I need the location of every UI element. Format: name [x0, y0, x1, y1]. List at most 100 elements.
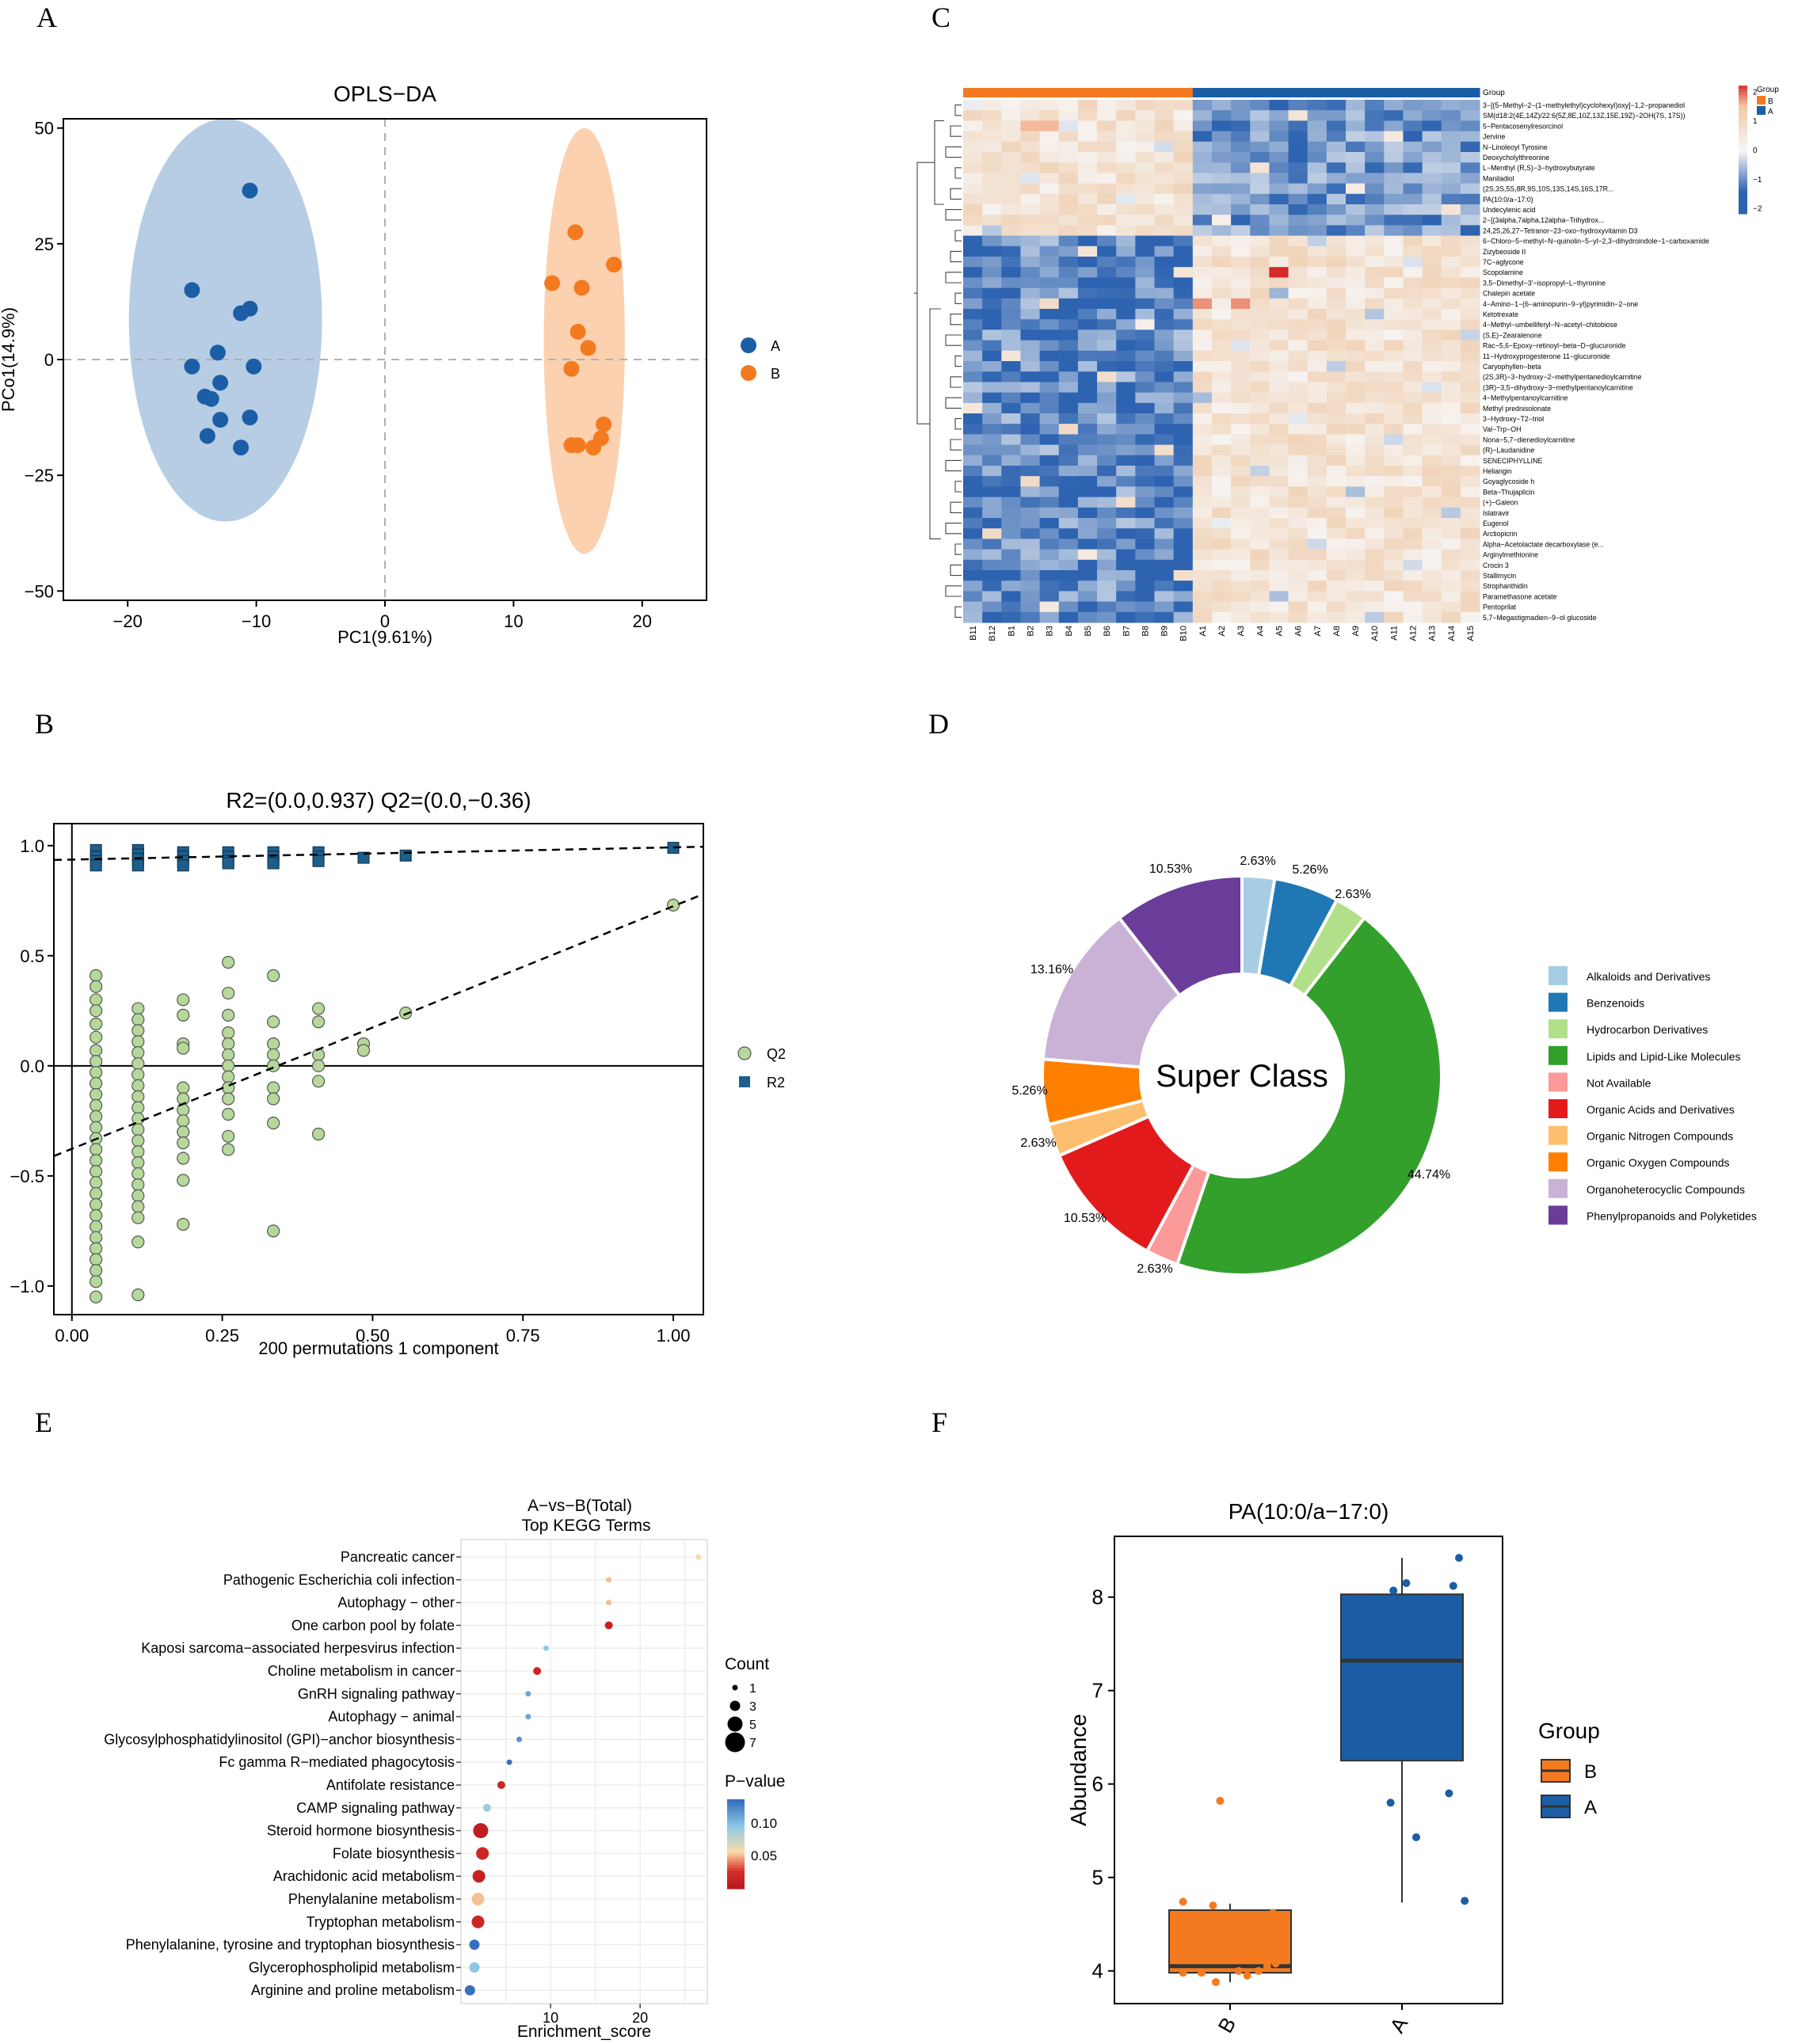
color-legend-segment — [727, 1850, 745, 1854]
heatmap-cell — [1039, 329, 1060, 341]
heatmap-cell — [1460, 193, 1480, 205]
heatmap-cell — [1039, 518, 1060, 529]
heatmap-column-label: A4 — [1255, 626, 1265, 636]
heatmap-cell — [1365, 120, 1385, 132]
color-scale-segment — [1739, 124, 1747, 128]
heatmap-cell — [1346, 246, 1366, 257]
heatmap-cell — [1231, 225, 1251, 237]
group-bar-cell — [1173, 88, 1194, 97]
heatmap-cell — [1441, 173, 1461, 185]
y-tick-label: 25 — [35, 234, 54, 254]
heatmap-cell — [1039, 382, 1060, 394]
heatmap-cell — [1365, 277, 1385, 289]
heatmap-cell — [1231, 204, 1251, 215]
heatmap-cell — [1460, 402, 1480, 414]
heatmap-cell — [1020, 131, 1041, 143]
heatmap-cell — [1154, 215, 1175, 226]
heatmap-cell — [1211, 183, 1232, 195]
heatmap-cell — [963, 183, 983, 195]
heatmap-cell — [982, 267, 1002, 278]
heatmap-cell — [1460, 309, 1480, 320]
heatmap-cell — [1154, 152, 1175, 163]
ellipse-group-a — [128, 118, 322, 522]
heatmap-cell — [1192, 371, 1213, 383]
heatmap-cell — [1001, 183, 1021, 195]
heatmap-cell — [1211, 329, 1232, 341]
heatmap-cell — [1116, 413, 1136, 424]
legend-label: Q2 — [767, 1046, 786, 1062]
heatmap-cell — [1269, 257, 1289, 268]
heatmap-cell — [1001, 486, 1021, 498]
heatmap-cell — [1020, 141, 1041, 153]
data-point-a — [1412, 1833, 1420, 1841]
heatmap-cell — [1250, 434, 1270, 446]
heatmap-cell — [1173, 141, 1194, 153]
heatmap-cell — [1020, 476, 1041, 487]
heatmap-cell — [1346, 319, 1366, 330]
heatmap-cell — [1441, 601, 1461, 613]
kegg-term-label: Choline metabolism in cancer — [268, 1663, 455, 1679]
q2-point — [131, 1079, 145, 1092]
heatmap-cell — [1365, 340, 1385, 352]
heatmap-cell — [1058, 350, 1079, 362]
data-point-b — [1243, 1971, 1251, 1980]
heatmap-cell — [1384, 402, 1404, 414]
kegg-term-label: Steroid hormone biosynthesis — [267, 1823, 455, 1839]
heatmap-cell — [963, 402, 983, 414]
heatmap-cell — [963, 298, 983, 310]
kegg-term-label: One carbon pool by folate — [291, 1617, 455, 1633]
heatmap-cell — [982, 559, 1002, 571]
heatmap-cell — [1250, 329, 1270, 341]
heatmap-cell — [1269, 235, 1289, 247]
heatmap-cell — [1154, 225, 1175, 237]
heatmap-cell — [1077, 162, 1098, 173]
heatmap-cell — [1269, 382, 1289, 394]
heatmap-cell — [1250, 413, 1270, 424]
heatmap-cell — [1135, 392, 1155, 404]
legend-label: Lipids and Lipid-Like Molecules — [1587, 1050, 1741, 1063]
heatmap-cell — [1441, 476, 1461, 487]
heatmap-cell — [1077, 382, 1098, 394]
q2-point — [177, 1125, 190, 1139]
heatmap-cell — [1097, 340, 1117, 352]
color-scale-segment — [1739, 146, 1747, 150]
heatmap-cell — [1039, 193, 1060, 205]
heatmap-cell — [1097, 549, 1117, 561]
heatmap-cell — [1058, 340, 1079, 352]
q2-point — [222, 1129, 235, 1143]
heatmap-cell — [1116, 476, 1136, 487]
kegg-term-label: Phenylalanine metabolism — [288, 1891, 455, 1907]
legend-swatch — [1548, 992, 1568, 1012]
heatmap-cell — [1422, 570, 1442, 581]
heatmap-cell — [1020, 549, 1041, 561]
heatmap-cell — [1231, 455, 1251, 466]
heatmap-cell — [1039, 277, 1060, 289]
heatmap-cell — [1441, 298, 1461, 310]
heatmap-cell — [982, 141, 1002, 153]
r2-point — [357, 851, 370, 864]
heatmap-cell — [1020, 497, 1041, 508]
point-a — [184, 282, 200, 299]
heatmap-cell — [1231, 361, 1251, 372]
heatmap-cell — [1307, 528, 1328, 539]
color-legend-segment — [727, 1886, 745, 1890]
q2-point — [90, 1044, 103, 1057]
heatmap-cell — [1403, 267, 1423, 278]
heatmap-cell — [1326, 444, 1347, 456]
heatmap-cell — [1460, 507, 1480, 519]
q2-point — [177, 1217, 190, 1231]
heatmap-cell — [1077, 110, 1098, 121]
heatmap-cell — [1441, 434, 1461, 446]
heatmap-cell — [1307, 204, 1328, 215]
heatmap-cell — [1326, 591, 1347, 603]
heatmap-cell — [1135, 570, 1155, 581]
x-tick-label: 10 — [504, 611, 523, 631]
heatmap-cell — [1288, 257, 1309, 268]
heatmap-cell — [963, 434, 983, 446]
heatmap-cell — [1346, 476, 1366, 487]
color-legend-label: 0.05 — [751, 1848, 777, 1863]
heatmap-cell — [1269, 392, 1289, 404]
color-legend-segment — [727, 1808, 745, 1812]
heatmap-cell — [1001, 455, 1021, 466]
heatmap-cell — [1211, 340, 1232, 352]
